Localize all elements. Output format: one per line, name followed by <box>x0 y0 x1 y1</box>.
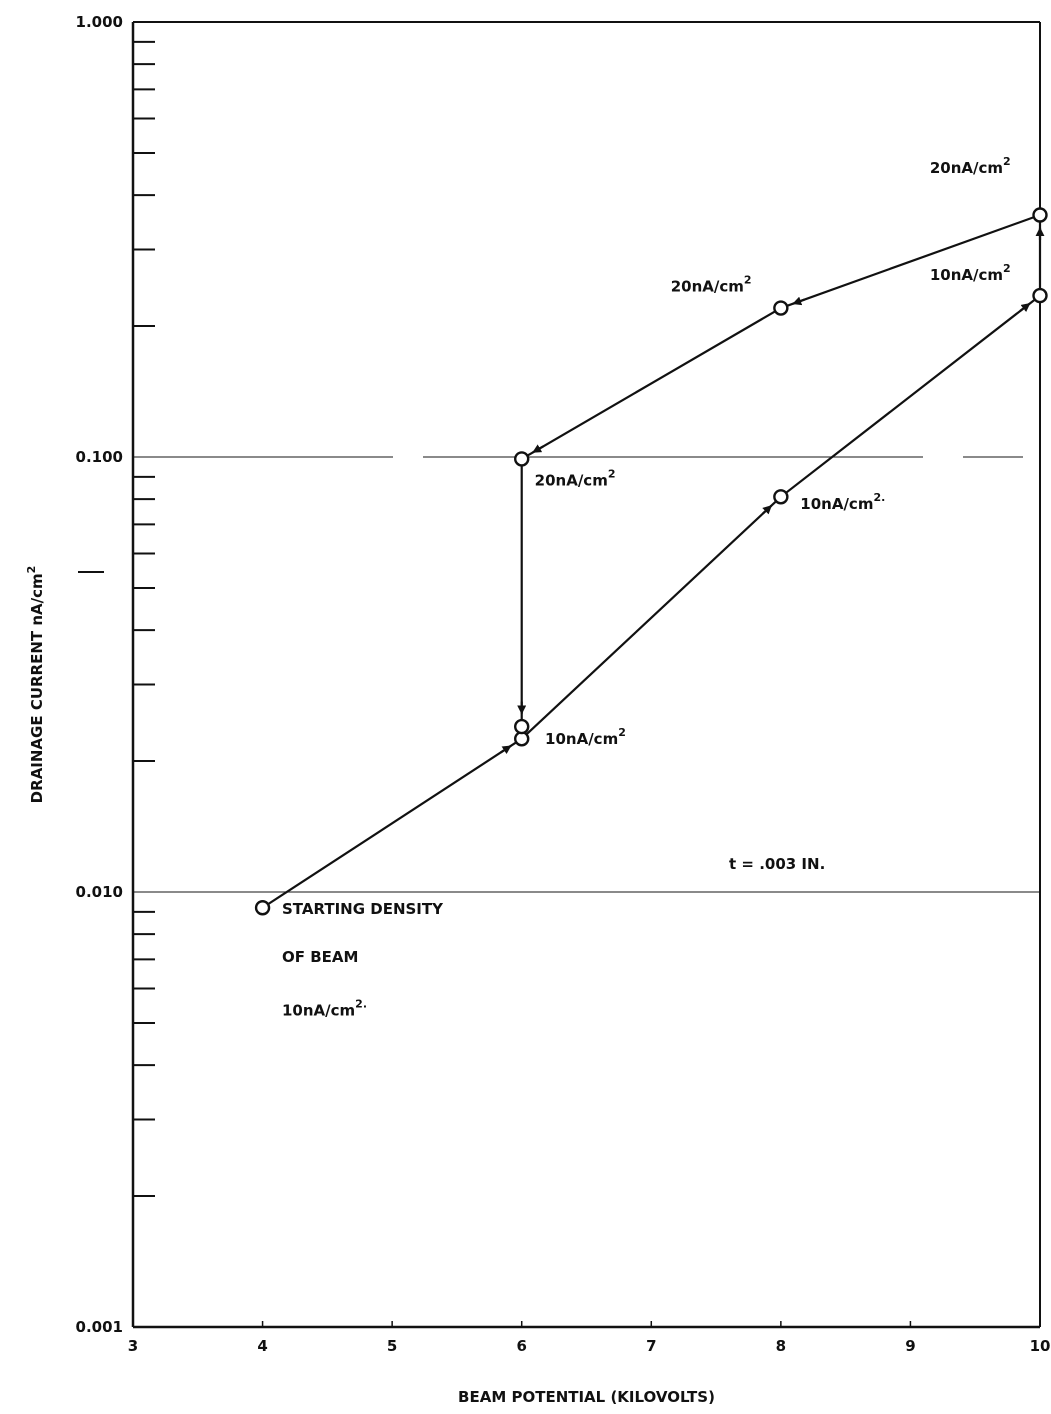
annotation-text: 10nA/cm <box>800 495 873 513</box>
x-axis-title-text: BEAM POTENTIAL (KILOVOLTS) <box>458 1388 715 1406</box>
series-segment <box>520 496 782 740</box>
annotation-superscript: 2 <box>1003 155 1011 168</box>
series-segment <box>261 737 523 909</box>
series-arrow <box>761 504 773 515</box>
y-axis-title: DRAINAGE CURRENT nA/cm2 <box>25 566 46 804</box>
x-tick-label: 7 <box>646 1337 656 1355</box>
data-lines <box>261 213 1045 909</box>
series-arrow <box>1019 302 1031 313</box>
y-axis-title-text: DRAINAGE CURRENT nA/cm <box>28 573 46 803</box>
annotation-superscript: 2 <box>1003 262 1011 275</box>
annotation: 10nA/cm2. <box>282 998 367 1020</box>
x-ticks: 3 4 5 6 7 8 9 10 <box>128 1321 1051 1355</box>
annotation-text: 20nA/cm <box>535 471 608 489</box>
data-point <box>1032 207 1048 223</box>
annotation-text: 10nA/cm <box>282 1002 355 1020</box>
annotation: 20nA/cm2 <box>671 274 752 296</box>
data-point <box>254 900 271 916</box>
annotation-text: 20nA/cm <box>930 159 1003 177</box>
annotation-text: OF BEAM <box>282 948 358 966</box>
series-arrow <box>500 744 512 755</box>
annotation: 10nA/cm2 <box>930 262 1011 284</box>
data-point <box>773 489 789 505</box>
y-tick-label: 0.010 <box>76 883 123 901</box>
y-axis-title-sup: 2 <box>25 566 38 574</box>
x-axis-title: BEAM POTENTIAL (KILOVOLTS) <box>458 1388 715 1406</box>
annotation: 20nA/cm2 <box>535 467 616 489</box>
annotation: STARTING DENSITY <box>282 900 444 918</box>
x-tick-label: 6 <box>516 1337 526 1355</box>
data-points <box>254 207 1048 916</box>
annotation: t = .003 IN. <box>729 855 825 873</box>
x-tick-label: 5 <box>387 1337 397 1355</box>
annotation: 10nA/cm2. <box>800 491 885 513</box>
annotation: 10nA/cm2 <box>545 726 626 748</box>
x-tick-label: 8 <box>776 1337 786 1355</box>
data-point <box>1032 287 1048 304</box>
data-point <box>514 718 530 735</box>
annotation: OF BEAM <box>282 948 358 966</box>
grid-layer <box>133 456 1040 893</box>
annotation-superscript: 2. <box>355 998 367 1011</box>
data-point <box>773 300 789 316</box>
annotation-superscript: 2 <box>608 467 616 480</box>
series-segment <box>780 213 1041 310</box>
series-segment <box>521 307 782 460</box>
annotation-superscript: 2 <box>618 726 626 739</box>
x-tick-label: 3 <box>128 1337 138 1355</box>
y-tick-label: 0.001 <box>76 1318 123 1336</box>
x-tick-label: 9 <box>905 1337 915 1355</box>
series-segment <box>780 294 1041 498</box>
x-tick-label: 4 <box>257 1337 267 1355</box>
data-point <box>514 451 530 467</box>
y-tick-label: 0.100 <box>76 448 123 466</box>
x-tick-label: 10 <box>1030 1337 1051 1355</box>
annotation: 20nA/cm2 <box>930 155 1011 177</box>
annotation-superscript: 2. <box>873 491 885 504</box>
y-tick-label: 1.000 <box>76 13 123 31</box>
annotation-superscript: 2 <box>744 274 752 287</box>
annotation-text: STARTING DENSITY <box>282 900 444 918</box>
annotation-text: t = .003 IN. <box>729 855 825 873</box>
annotation-text: 10nA/cm <box>545 730 618 748</box>
annotation-text: 20nA/cm <box>671 278 744 296</box>
plot-frame <box>131 21 1041 1329</box>
y-ticks: 1.000 0.100 0.010 0.001 <box>76 13 155 1336</box>
series-arrow <box>792 296 805 306</box>
annotation-text: 10nA/cm <box>930 266 1003 284</box>
series-arrow <box>532 444 544 454</box>
